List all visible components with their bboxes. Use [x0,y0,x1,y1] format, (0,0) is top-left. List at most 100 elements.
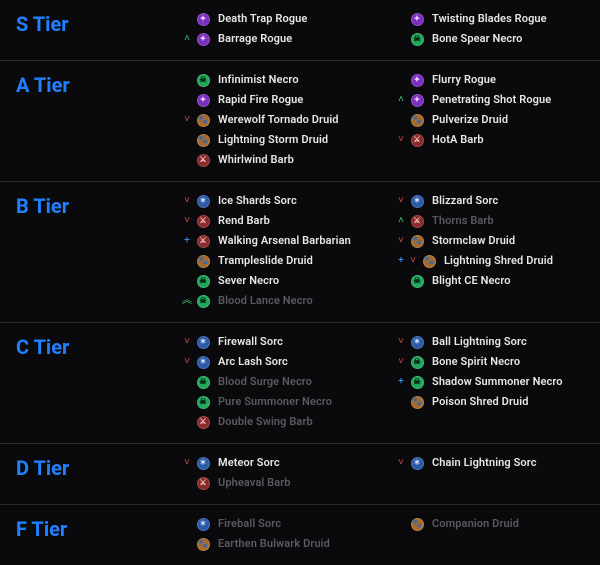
build-item[interactable]: ˅☠Bone Spirit Necro [394,353,600,371]
build-item[interactable]: 🐾 Pulverize Druid [394,111,600,129]
build-item[interactable]: ˄✦Barrage Rogue [180,30,386,48]
class-druid-icon: 🐾 [411,235,424,248]
build-item[interactable]: 🐾Trampleslide Druid [180,252,386,270]
build-item[interactable]: ⚔ Upheaval Barb [180,474,386,492]
tier-builds: ✦Death Trap Rogue✦Twisting Blades Rogue˄… [180,10,600,48]
build-item[interactable]: ☠Bone Spear Necro [394,30,600,48]
tier-label: F Tier [0,515,180,553]
build-item[interactable]: ˅ 🐾 Stormclaw Druid [394,232,600,250]
move-down-icon: ˅ [398,236,404,246]
build-item[interactable]: ✦Flurry Rogue [394,71,600,89]
build-item[interactable]: ☠ Pure Summoner Necro [180,393,386,411]
build-item[interactable]: ✦Death Trap Rogue [180,10,386,28]
build-name: Trampleslide Druid [218,252,313,270]
move-down-icon: ˅ [410,256,416,266]
tier-label: B Tier [0,192,180,310]
move-down-icon: ˅ [398,458,404,468]
tier-builds: ✶Fireball Sorc 🐾Companion Druid 🐾Earthen B… [180,515,600,553]
build-name: Blood Surge Necro [218,373,312,391]
build-name: Pulverize Druid [432,111,508,129]
build-name: HotA Barb [432,131,484,149]
class-druid-icon: 🐾 [411,396,424,409]
class-necro-icon: ☠ [197,295,210,308]
build-name: Stormclaw Druid [432,232,515,250]
class-druid-icon: 🐾 [197,538,210,551]
move-down-icon: ˅ [184,357,190,367]
build-item[interactable]: ☠Sever Necro [180,272,386,290]
build-item[interactable]: ˅✶Arc Lash Sorc [180,353,386,371]
build-name: Blood Lance Necro [218,292,313,310]
build-item[interactable]: ☠Infinimist Necro [180,71,386,89]
class-sorc-icon: ✶ [411,457,424,470]
move-down-icon: ˅ [184,458,190,468]
build-name: Whirlwind Barb [218,151,294,169]
move-down-icon: ˅ [184,196,190,206]
build-item[interactable]: ˅✶Chain Lightning Sorc [394,454,600,472]
build-item[interactable]: ✦Rapid Fire Rogue [180,91,386,109]
build-item[interactable]: ˅✶Ball Lightning Sorc [394,333,600,351]
build-item[interactable]: ☠ Blood Surge Necro [180,373,386,391]
tier-row: F Tier✶Fireball Sorc 🐾Companion Druid 🐾Ear… [0,505,600,565]
build-item[interactable]: ✶Fireball Sorc [180,515,386,533]
build-name: Infinimist Necro [218,71,299,89]
class-druid-icon: 🐾 [411,114,424,127]
move-down-icon: ˅ [398,196,404,206]
build-item[interactable]: ˅✶Meteor Sorc [180,454,386,472]
build-item[interactable]: ˅⚔HotA Barb [394,131,600,149]
build-name: Sever Necro [218,272,279,290]
build-item[interactable]: ⚔ Whirlwind Barb [180,151,386,169]
build-name: Werewolf Tornado Druid [218,111,339,129]
build-item[interactable]: +˅🐾Lightning Shred Druid [394,252,600,270]
class-barb-icon: ⚔ [411,134,424,147]
build-name: Lightning Storm Druid [218,131,328,149]
build-item[interactable]: ˅⚔Rend Barb [180,212,386,230]
build-item[interactable]: ˅✶Ice Shards Sorc [180,192,386,210]
tier-label: C Tier [0,333,180,431]
class-sorc-icon: ✶ [197,195,210,208]
build-item[interactable]: 🐾Earthen Bulwark Druid [180,535,386,553]
move-down-icon: ˅ [184,216,190,226]
class-sorc-icon: ✶ [411,195,424,208]
build-item[interactable]: 🐾 Lightning Storm Druid [180,131,386,149]
build-item[interactable]: ˅🐾Werewolf Tornado Druid [180,111,386,129]
tier-builds: ˅✶Ice Shards Sorc˅✶Blizzard Sorc˅⚔Rend B… [180,192,600,310]
class-druid-icon: 🐾 [197,134,210,147]
move-new-icon: + [184,236,190,246]
tier-row: B Tier˅✶Ice Shards Sorc˅✶Blizzard Sorc˅⚔… [0,182,600,323]
build-name: Death Trap Rogue [218,10,307,28]
build-item[interactable]: 🐾 Poison Shred Druid [394,393,600,411]
class-necro-icon: ☠ [197,396,210,409]
build-item[interactable]: ⚔Double Swing Barb [180,413,386,431]
build-name: Penetrating Shot Rogue [432,91,551,109]
class-necro-icon: ☠ [197,376,210,389]
class-druid-icon: 🐾 [197,114,210,127]
build-name: Lightning Shred Druid [444,252,553,270]
tier-builds: ˅✶Firewall Sorc˅✶Ball Lightning Sorc˅✶Ar… [180,333,600,431]
build-item[interactable]: ˅✶Firewall Sorc [180,333,386,351]
class-sorc-icon: ✶ [197,356,210,369]
class-druid-icon: 🐾 [411,518,424,531]
build-item[interactable]: +⚔Walking Arsenal Barbarian [180,232,386,250]
build-name: Poison Shred Druid [432,393,529,411]
class-barb-icon: ⚔ [197,416,210,429]
build-item[interactable]: +☠Shadow Summoner Necro [394,373,600,391]
class-barb-icon: ⚔ [197,477,210,490]
class-barb-icon: ⚔ [411,215,424,228]
tier-row: D Tier˅✶Meteor Sorc˅✶Chain Lightning Sor… [0,444,600,505]
class-barb-icon: ⚔ [197,154,210,167]
build-name: Upheaval Barb [218,474,291,492]
build-item[interactable]: ︽ ☠ Blood Lance Necro [180,292,386,310]
build-item[interactable]: ☠Blight CE Necro [394,272,600,290]
build-name: Walking Arsenal Barbarian [218,232,351,250]
class-rogue-icon: ✦ [411,94,424,107]
move-up2-icon: ︽ [182,296,192,306]
build-item[interactable]: ˅✶Blizzard Sorc [394,192,600,210]
build-item[interactable]: ˄⚔Thorns Barb [394,212,600,230]
build-name: Pure Summoner Necro [218,393,332,411]
build-item[interactable]: ✦Twisting Blades Rogue [394,10,600,28]
class-rogue-icon: ✦ [411,13,424,26]
build-name: Barrage Rogue [218,30,292,48]
build-name: Flurry Rogue [432,71,496,89]
build-item[interactable]: ˄✦Penetrating Shot Rogue [394,91,600,109]
build-item[interactable]: 🐾Companion Druid [394,515,600,533]
